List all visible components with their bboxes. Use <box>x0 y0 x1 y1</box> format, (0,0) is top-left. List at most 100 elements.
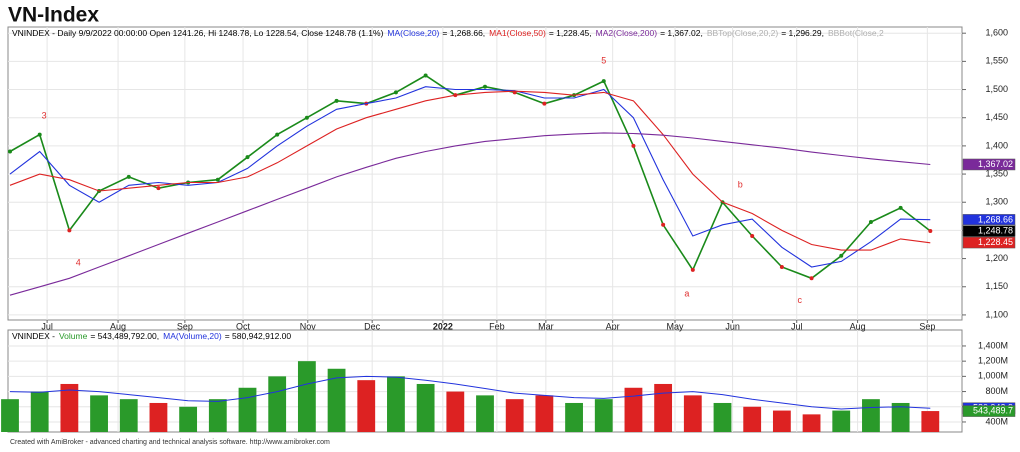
close-point <box>483 84 487 89</box>
volume-bar <box>832 410 851 432</box>
volume-bar <box>416 383 435 432</box>
x-tick-label: May <box>666 321 684 331</box>
close-point <box>601 79 606 84</box>
legend-name: BBBot(Close,2 <box>828 28 884 38</box>
annotation: 3 <box>42 110 47 120</box>
close-point <box>839 253 844 258</box>
volume-bar <box>387 376 405 432</box>
close-point <box>215 177 220 182</box>
volume-bar <box>268 376 287 432</box>
series-line <box>9 90 931 251</box>
annotation: 5 <box>601 56 606 66</box>
close-point <box>423 73 428 78</box>
volume-bar <box>149 402 168 432</box>
annotation: 4 <box>76 257 81 267</box>
close-point <box>898 205 903 210</box>
legend-prefix: VNINDEX - Daily 9/9/2022 00:00:00 Open 1… <box>12 28 384 38</box>
value-badge-label: 1,248.78 <box>978 225 1013 235</box>
volume-bar <box>594 399 613 432</box>
legend-value: = 1,228.45, <box>549 28 592 38</box>
volume-bar <box>476 395 494 432</box>
x-tick-label: Jul <box>41 321 53 331</box>
close-point <box>750 234 755 239</box>
value-badge-label: 1,268.66 <box>978 214 1013 224</box>
value-badge-label: 1,228.45 <box>978 237 1013 247</box>
close-point <box>245 155 250 160</box>
close-point <box>37 132 42 137</box>
chart-title: VN-Index <box>8 4 99 27</box>
x-tick-label: Oct <box>236 321 251 331</box>
legend-value: = 543,489,792.00, <box>90 331 159 341</box>
y-tick-label: 1,200 <box>985 253 1008 263</box>
x-tick-label: Sep <box>919 321 935 331</box>
volume-bar <box>743 406 762 432</box>
close-point <box>156 186 161 191</box>
y-tick-label: 1,150 <box>985 281 1008 291</box>
x-tick-label: 2022 <box>433 321 453 331</box>
legend-name: BBTop(Close,20,2) <box>707 28 779 38</box>
legend: VNINDEX - Volume = 543,489,792.00, MA(Volum… <box>12 331 291 341</box>
x-tick-label: Feb <box>489 321 505 331</box>
volume-bar <box>1 399 19 432</box>
legend-value: = 1,268.66, <box>442 28 485 38</box>
volume-bar <box>179 406 198 432</box>
close-point <box>661 222 666 227</box>
y-tick-label: 800M <box>985 386 1008 396</box>
y-tick-label: 1,600 <box>985 28 1008 38</box>
volume-bar <box>505 399 524 432</box>
volume-bar <box>357 380 376 432</box>
legend-prefix: VNINDEX - <box>12 331 55 341</box>
price-pane <box>7 26 963 321</box>
y-tick-label: 1,500 <box>985 84 1008 94</box>
series-line <box>9 132 931 296</box>
close-point <box>631 143 636 148</box>
volume-bar <box>297 361 316 432</box>
y-tick-label: 1,000M <box>978 371 1008 381</box>
close-point <box>809 276 814 281</box>
volume-bar <box>713 402 732 432</box>
footer: Created with AmiBroker - advanced charti… <box>10 439 330 446</box>
legend-name: MA(Close,20) <box>387 28 439 38</box>
value-badge <box>962 405 1016 417</box>
legend-name: MA1(Close,50) <box>489 28 546 38</box>
close-point <box>304 115 309 120</box>
y-tick-label: 1,300 <box>985 197 1008 207</box>
annotation: a <box>684 288 689 298</box>
y-tick-label: 1,200M <box>978 356 1008 366</box>
volume-bar <box>624 387 643 432</box>
series-line <box>9 375 931 410</box>
volume-bar <box>446 391 465 432</box>
close-point <box>8 149 12 154</box>
close-point <box>126 174 131 179</box>
x-tick-label: Jun <box>725 321 740 331</box>
close-point <box>690 267 695 272</box>
volume-bar <box>30 391 49 432</box>
y-tick-label: 400M <box>985 416 1008 426</box>
legend-name: Volume <box>59 331 88 341</box>
value-badge <box>962 225 1016 237</box>
volume-bar <box>60 383 79 432</box>
x-tick-label: Aug <box>110 321 126 331</box>
close-point <box>67 228 72 233</box>
legend-value: = 1,367.02, <box>660 28 703 38</box>
close-point <box>334 98 339 103</box>
close-point <box>868 219 873 224</box>
volume-bar <box>327 368 346 432</box>
volume-bar <box>565 402 583 432</box>
volume-bar <box>802 414 821 432</box>
y-tick-label: 1,100 <box>985 309 1008 319</box>
volume-bar <box>683 395 702 432</box>
y-tick-label: 1,450 <box>985 112 1008 122</box>
annotation: c <box>797 295 802 305</box>
volume-bar <box>238 387 257 432</box>
y-tick-label: 1,550 <box>985 56 1008 66</box>
close-point <box>542 101 547 106</box>
volume-bar <box>772 410 791 432</box>
close-point <box>928 228 933 233</box>
close-point <box>275 132 280 137</box>
legend: VNINDEX - Daily 9/9/2022 00:00:00 Open 1… <box>12 28 884 38</box>
x-tick-label: Dec <box>364 321 381 331</box>
value-badge-label: 543,489.7 <box>973 405 1013 415</box>
y-tick-label: 1,400M <box>978 340 1008 350</box>
volume-bar <box>119 399 138 432</box>
